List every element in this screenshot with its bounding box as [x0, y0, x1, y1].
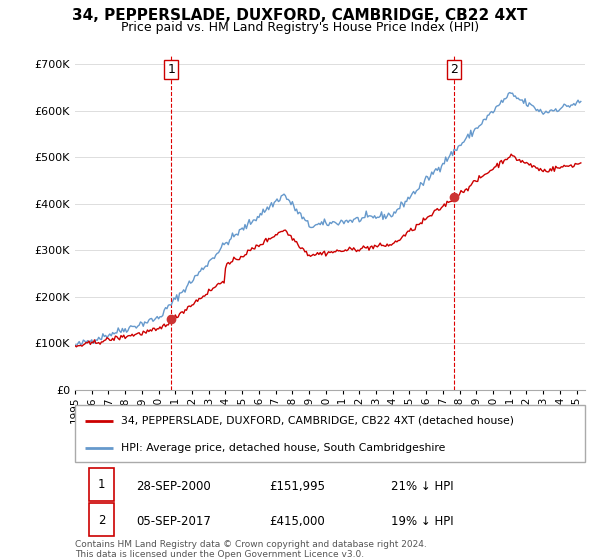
Text: Contains HM Land Registry data © Crown copyright and database right 2024.
This d: Contains HM Land Registry data © Crown c…: [75, 540, 427, 559]
Text: 1: 1: [98, 478, 105, 491]
Text: 2: 2: [98, 514, 105, 526]
Text: 34, PEPPERSLADE, DUXFORD, CAMBRIDGE, CB22 4XT (detached house): 34, PEPPERSLADE, DUXFORD, CAMBRIDGE, CB2…: [121, 416, 514, 426]
Text: 34, PEPPERSLADE, DUXFORD, CAMBRIDGE, CB22 4XT: 34, PEPPERSLADE, DUXFORD, CAMBRIDGE, CB2…: [73, 8, 527, 24]
Text: 2: 2: [451, 63, 458, 76]
Text: 21% ↓ HPI: 21% ↓ HPI: [391, 480, 454, 493]
FancyBboxPatch shape: [89, 468, 114, 501]
Text: 28-SEP-2000: 28-SEP-2000: [136, 480, 211, 493]
Text: HPI: Average price, detached house, South Cambridgeshire: HPI: Average price, detached house, Sout…: [121, 443, 445, 452]
Text: 19% ↓ HPI: 19% ↓ HPI: [391, 515, 454, 529]
Text: £415,000: £415,000: [269, 515, 325, 529]
Text: 1: 1: [167, 63, 175, 76]
Text: Price paid vs. HM Land Registry's House Price Index (HPI): Price paid vs. HM Land Registry's House …: [121, 21, 479, 34]
FancyBboxPatch shape: [89, 503, 114, 536]
Text: £151,995: £151,995: [269, 480, 325, 493]
Text: 05-SEP-2017: 05-SEP-2017: [136, 515, 211, 529]
FancyBboxPatch shape: [75, 405, 585, 462]
